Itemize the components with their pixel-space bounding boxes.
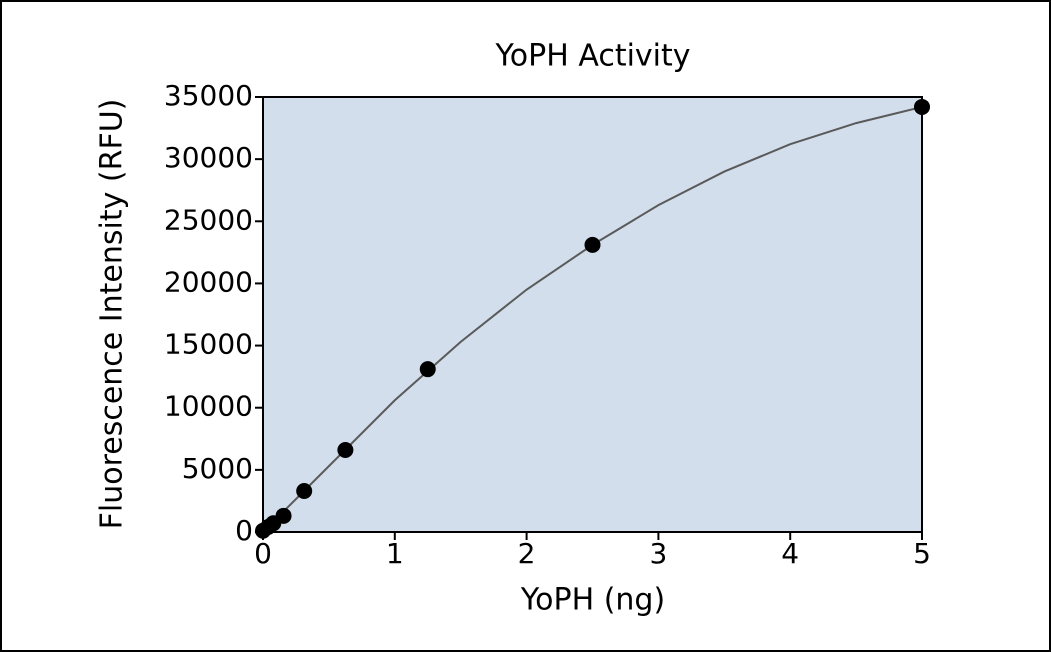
chart-title: YoPH Activity — [494, 39, 690, 74]
y-axis-label: Fluorescence Intensity (RFU) — [95, 99, 130, 530]
x-tick-label: 1 — [386, 537, 404, 570]
data-point — [296, 482, 313, 499]
y-tick-label: 25000 — [164, 203, 253, 236]
y-tick-label: 35000 — [164, 79, 253, 112]
y-tick-label: 20000 — [164, 265, 253, 298]
y-tick-label: 5000 — [182, 452, 253, 485]
x-tick-label: 2 — [518, 537, 536, 570]
y-tick-label: 10000 — [164, 390, 253, 423]
data-point — [337, 441, 354, 458]
y-tick-label: 15000 — [164, 328, 253, 361]
x-tick-label: 4 — [781, 537, 799, 570]
x-tick-label: 3 — [649, 537, 667, 570]
y-tick-label: 30000 — [164, 141, 253, 174]
y-tick-label: 0 — [235, 514, 253, 547]
data-point — [275, 507, 292, 524]
x-tick-label: 5 — [913, 537, 931, 570]
plot-area — [262, 96, 923, 533]
data-point — [914, 98, 930, 115]
x-axis-label: YoPH (ng) — [520, 583, 665, 618]
data-point — [419, 361, 436, 378]
data-point — [584, 236, 601, 253]
x-tick-label: 0 — [254, 537, 272, 570]
